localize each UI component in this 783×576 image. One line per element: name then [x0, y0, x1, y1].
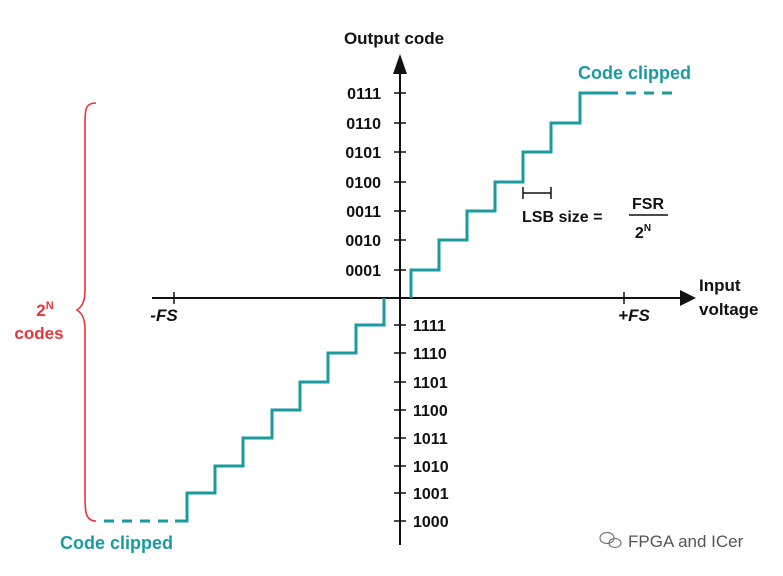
neg-fs-label: -FS — [150, 306, 178, 325]
code-label: 1101 — [413, 375, 448, 392]
code-label: 0110 — [346, 116, 381, 133]
code-label: 0111 — [347, 86, 381, 103]
codes-brace-count: 2N — [36, 300, 53, 320]
codes-brace-word: codes — [14, 324, 63, 343]
code-label: 1100 — [413, 403, 448, 420]
lsb-fraction-denominator: 2N — [635, 223, 651, 242]
watermark-text: FPGA and ICer — [628, 532, 744, 551]
code-label: 1111 — [413, 318, 446, 335]
code-label: 1110 — [413, 346, 447, 363]
negative-code-ticks: 1111 1110 1101 1100 1011 1010 1001 1000 — [394, 318, 449, 531]
codes-brace — [75, 102, 97, 522]
staircase-lower — [175, 298, 386, 523]
code-label: 0010 — [345, 233, 381, 250]
code-label: 1011 — [413, 431, 448, 448]
pos-fs-label: +FS — [618, 306, 650, 325]
wechat-icon — [599, 531, 622, 549]
code-label: 1000 — [413, 514, 449, 531]
positive-code-ticks: 0111 0110 0101 0100 0011 0010 0001 — [345, 86, 406, 280]
code-label: 0100 — [345, 175, 381, 192]
code-label: 0001 — [345, 263, 381, 280]
code-clipped-top-label: Code clipped — [578, 63, 691, 83]
code-clipped-bottom-label: Code clipped — [60, 533, 173, 553]
code-label: 1010 — [413, 459, 449, 476]
x-axis-title-line2: voltage — [699, 300, 759, 319]
y-axis-arrow — [393, 54, 407, 74]
lsb-size-label: LSB size = — [522, 209, 602, 226]
code-label: 1001 — [413, 486, 449, 503]
code-label: 0101 — [345, 145, 381, 162]
y-axis-title: Output code — [344, 29, 444, 48]
x-axis-title-line1: Input — [699, 276, 741, 295]
code-label: 0011 — [346, 204, 381, 221]
lsb-fraction-numerator: FSR — [632, 196, 664, 213]
staircase-upper — [409, 91, 608, 298]
x-axis-arrow — [680, 290, 696, 306]
watermark: FPGA and ICer — [599, 531, 744, 551]
